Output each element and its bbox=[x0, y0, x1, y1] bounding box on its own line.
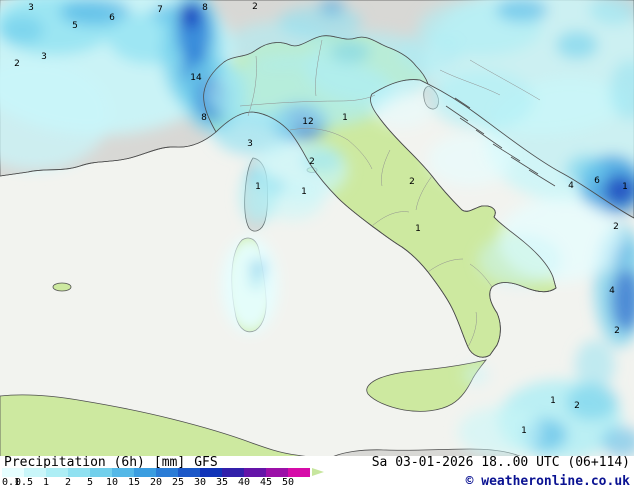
scale-segment bbox=[266, 468, 288, 477]
precip-value-label: 2 bbox=[574, 401, 580, 411]
precip-value-label: 2 bbox=[613, 222, 619, 232]
precip-value-label: 3 bbox=[28, 3, 34, 13]
precip-value-label: 1 bbox=[301, 187, 307, 197]
precip-value-label: 8 bbox=[201, 113, 207, 123]
scale-label: 30 bbox=[193, 477, 207, 488]
scale-label: 40 bbox=[237, 477, 251, 488]
product-unit: [mm] bbox=[153, 455, 186, 470]
land-africa-west bbox=[0, 394, 306, 456]
precip-value-label: 6 bbox=[594, 176, 600, 186]
precip-value-label: 1 bbox=[622, 182, 628, 192]
precip-value-label: 1 bbox=[521, 426, 527, 436]
scale-label: 0.5 bbox=[14, 477, 34, 488]
scale-segment bbox=[200, 468, 222, 477]
scale-segment bbox=[46, 468, 68, 477]
precip-value-label: 4 bbox=[609, 286, 615, 296]
precipitation-map: 3 5 6 7 8 2 2 3 14 8 12 1 3 2 1 1 2 1 4 6 1 2 4 2 1 2 1 bbox=[0, 0, 634, 456]
precip-value-label: 1 bbox=[550, 396, 556, 406]
scale-segment bbox=[90, 468, 112, 477]
color-scale-segments bbox=[2, 468, 342, 477]
coastline bbox=[0, 79, 634, 358]
precip-value-label: 5 bbox=[72, 21, 78, 31]
country-border bbox=[203, 35, 429, 133]
scale-segment bbox=[288, 468, 310, 477]
precip-value-label: 2 bbox=[14, 59, 20, 69]
scale-label: 35 bbox=[215, 477, 229, 488]
croatian-islands bbox=[445, 97, 556, 187]
precip-value-label: 12 bbox=[302, 117, 314, 127]
precip-value-label: 8 bbox=[202, 3, 208, 13]
scale-label: 50 bbox=[281, 477, 295, 488]
precip-value-label: 2 bbox=[614, 326, 620, 336]
scale-segment bbox=[112, 468, 134, 477]
precip-value-label: 3 bbox=[41, 52, 47, 62]
scale-segment bbox=[24, 468, 46, 477]
scale-label: 25 bbox=[171, 477, 185, 488]
scale-label: 1 bbox=[42, 477, 50, 488]
scale-segment bbox=[244, 468, 266, 477]
scale-arrow-icon bbox=[312, 468, 324, 476]
datetime-label: Sa 03-01-2026 18..00 UTC (06+114) bbox=[371, 455, 630, 470]
scale-label: 15 bbox=[127, 477, 141, 488]
map-graphic bbox=[0, 0, 634, 456]
region-borders bbox=[239, 39, 541, 348]
legend-bar: Precipitation (6h) [mm] GFS Sa 03-01-2026 … bbox=[0, 455, 634, 490]
land-balearic bbox=[52, 282, 72, 292]
precip-value-label: 2 bbox=[309, 157, 315, 167]
scale-label: 2 bbox=[64, 477, 72, 488]
precip-value-label: 2 bbox=[252, 2, 258, 12]
scale-segment bbox=[134, 468, 156, 477]
precip-value-label: 7 bbox=[157, 5, 163, 15]
precip-value-label: 1 bbox=[255, 182, 261, 192]
scale-label: 5 bbox=[86, 477, 94, 488]
scale-segment bbox=[222, 468, 244, 477]
scale-label: 10 bbox=[105, 477, 119, 488]
precip-value-label: 6 bbox=[109, 13, 115, 23]
scale-label: 0.1 bbox=[2, 477, 21, 488]
product-title: Precipitation (6h) [mm] GFS bbox=[4, 455, 227, 470]
precip-value-label: 1 bbox=[342, 113, 348, 123]
scale-segment bbox=[68, 468, 90, 477]
precip-value-label: 14 bbox=[190, 73, 202, 83]
model-name: GFS bbox=[194, 455, 218, 470]
product-name: Precipitation (6h) bbox=[4, 455, 145, 470]
scale-segment bbox=[2, 468, 24, 477]
scale-segment bbox=[178, 468, 200, 477]
copyright-label: © weatheronline.co.uk bbox=[465, 474, 630, 489]
scale-label: 20 bbox=[149, 477, 163, 488]
precip-value-label: 2 bbox=[409, 177, 415, 187]
precip-value-label: 3 bbox=[247, 139, 253, 149]
precip-value-label: 1 bbox=[415, 224, 421, 234]
precipitation-field bbox=[0, 0, 634, 456]
precip-value-label: 4 bbox=[568, 181, 574, 191]
scale-label: 45 bbox=[259, 477, 273, 488]
scale-segment bbox=[156, 468, 178, 477]
color-scale: 0.1 0.5 1 2 5 10 15 20 25 30 35 40 45 50 bbox=[2, 468, 342, 490]
